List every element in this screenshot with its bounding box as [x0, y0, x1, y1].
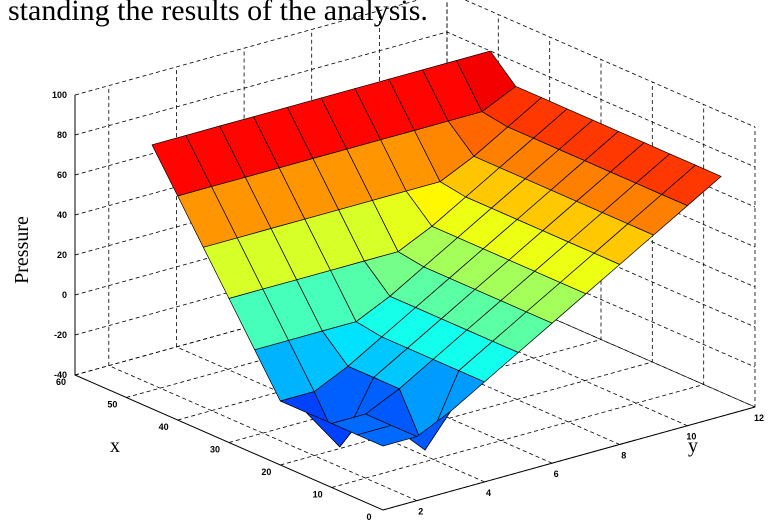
header-text: standing the results of the analysis.: [8, 0, 428, 27]
x-tick-label: 50: [107, 400, 117, 410]
y-tick-label: 6: [554, 469, 559, 479]
axis-line: [74, 95, 756, 511]
z-tick-label: 80: [57, 130, 67, 140]
x-tick-label: 0: [366, 512, 371, 520]
x-tick-label: 40: [159, 422, 169, 432]
z-tick-label: -40: [54, 370, 67, 380]
z-tick-label: 60: [57, 170, 67, 180]
surface-patch: [356, 425, 418, 447]
y-tick-label: 4: [486, 488, 491, 498]
x-tick-label: 60: [56, 377, 66, 387]
z-axis-label: Pressure: [11, 216, 33, 284]
x-tick-label: 20: [261, 467, 271, 477]
z-tick-label: 0: [62, 290, 67, 300]
z-tick-label: -20: [54, 330, 67, 340]
z-tick-label: 100: [52, 90, 67, 100]
x-tick-label: 10: [313, 490, 323, 500]
grid-line: [74, 31, 756, 168]
x-tick-label: 30: [210, 445, 220, 455]
y-tick-label: 12: [754, 413, 764, 423]
y-tick-label: 8: [621, 450, 626, 460]
z-tick-label: 20: [57, 250, 67, 260]
grid-line: [74, 0, 756, 128]
y-axis-label: y: [688, 435, 698, 457]
y-tick-label: 2: [418, 507, 423, 517]
y-tick-label: 10: [686, 432, 696, 442]
x-axis-label: x: [110, 435, 120, 457]
z-tick-label: 40: [57, 210, 67, 220]
